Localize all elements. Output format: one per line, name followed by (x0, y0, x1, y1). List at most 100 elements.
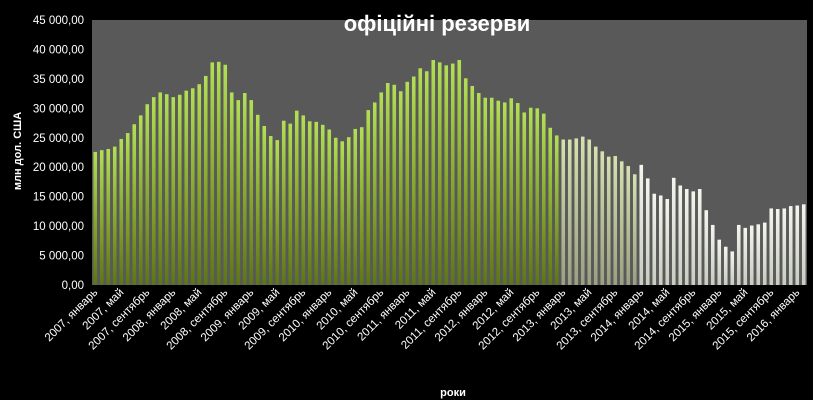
bar (366, 110, 371, 285)
bar (736, 224, 741, 285)
bar (320, 124, 325, 285)
bar (314, 121, 319, 285)
bar (678, 185, 683, 285)
bar (600, 151, 605, 285)
bar (801, 204, 806, 285)
bar (151, 97, 156, 285)
bar (424, 71, 429, 285)
bar (476, 93, 481, 286)
bar (606, 156, 611, 285)
bar (561, 139, 566, 285)
bar (470, 85, 475, 286)
bar (723, 246, 728, 285)
bar (795, 205, 800, 285)
bar (697, 189, 702, 285)
bar (138, 115, 143, 286)
bar (619, 161, 624, 285)
bar (658, 195, 663, 285)
bar (535, 108, 540, 285)
bar (587, 139, 592, 285)
bar (164, 94, 169, 285)
bar (613, 156, 618, 285)
bar (671, 177, 676, 285)
bar (242, 93, 247, 286)
bar (717, 239, 722, 285)
bar (639, 164, 644, 285)
bar (554, 135, 559, 285)
bar (632, 174, 637, 285)
bar (132, 124, 137, 285)
bar (119, 138, 124, 285)
bar (125, 133, 130, 285)
bar (177, 94, 182, 285)
bar (548, 127, 553, 286)
y-tick-label: 25 000,00 (33, 133, 84, 145)
y-tick-label: 10 000,00 (33, 221, 84, 233)
bar (236, 100, 241, 285)
bar (483, 97, 488, 285)
bar (691, 191, 696, 285)
y-axis-label: млн дол. США (12, 112, 24, 190)
bar (730, 251, 735, 285)
bar (255, 114, 260, 285)
bar (769, 208, 774, 285)
bar (145, 104, 150, 286)
bar (288, 123, 293, 285)
bar (749, 225, 754, 285)
bars (93, 60, 806, 286)
bar (307, 121, 312, 285)
bar (112, 146, 117, 285)
y-tick-label: 20 000,00 (33, 162, 84, 174)
bar (210, 62, 215, 286)
bar (249, 100, 254, 285)
bar (710, 224, 715, 285)
bar (93, 151, 98, 285)
bar (418, 68, 423, 285)
bar (541, 113, 546, 285)
bar (502, 102, 507, 285)
bar (756, 224, 761, 285)
bar (515, 103, 520, 285)
bar (431, 60, 436, 285)
bar (528, 107, 533, 286)
bar (281, 120, 286, 285)
bar (190, 88, 195, 285)
y-axis-ticks: 0,00 5 000,00 10 000,00 15 000,00 20 000,00 2… (33, 15, 84, 292)
bar (762, 222, 767, 285)
bar (385, 83, 390, 285)
bar (704, 210, 709, 285)
bar (333, 137, 338, 285)
y-tick-label: 5 000,00 (39, 251, 84, 263)
bar (645, 178, 650, 285)
y-tick-label: 0,00 (62, 280, 84, 292)
bar (223, 64, 228, 285)
y-tick-label: 15 000,00 (33, 192, 84, 204)
bar (411, 76, 416, 285)
bar (353, 128, 358, 285)
bar (580, 136, 585, 285)
bar (268, 136, 273, 285)
bar (444, 65, 449, 285)
bar (392, 84, 397, 285)
bar (327, 129, 332, 285)
bar (665, 199, 670, 285)
bar (216, 61, 221, 286)
chart-title: офіційні резерви (344, 11, 531, 36)
bar (340, 141, 345, 285)
bar (775, 209, 780, 285)
bar (626, 166, 631, 285)
bar (522, 112, 527, 286)
bar (489, 97, 494, 285)
bar (567, 139, 572, 285)
bar (509, 98, 514, 285)
bar (405, 81, 410, 285)
bar (301, 115, 306, 286)
bar (457, 60, 462, 285)
bar (99, 150, 104, 285)
bar (197, 84, 202, 285)
bar (743, 227, 748, 285)
bar (203, 75, 208, 285)
